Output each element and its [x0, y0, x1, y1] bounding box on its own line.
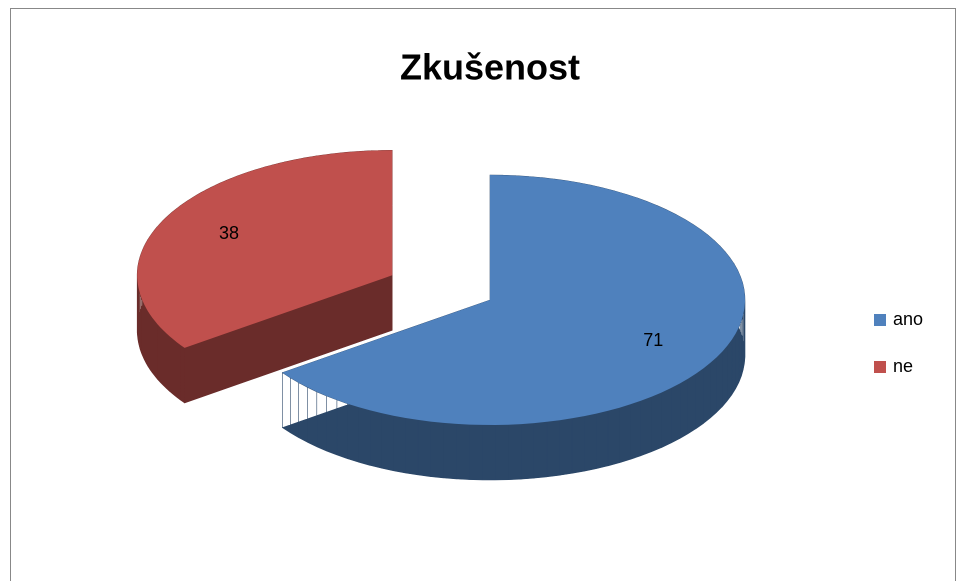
data-label: 71 [643, 330, 663, 350]
slice-top [137, 150, 393, 348]
legend-label: ano [893, 309, 923, 329]
slice-top [282, 175, 745, 425]
legend-swatch [874, 361, 886, 373]
chart-title: Zkušenost [400, 47, 580, 88]
data-label: 38 [219, 223, 239, 243]
legend-label: ne [893, 356, 913, 376]
legend-swatch [874, 314, 886, 326]
